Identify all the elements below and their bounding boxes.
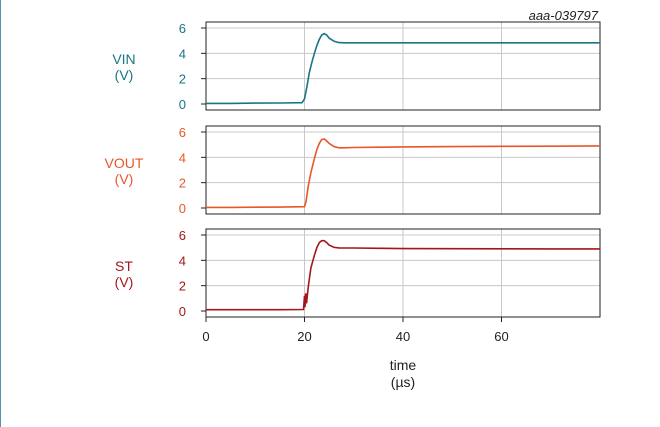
- x-axis-label: time: [390, 357, 417, 373]
- panel-vin-frame: [205, 21, 601, 111]
- x-axis-ticks: 0 20 40 60: [202, 317, 509, 344]
- vin-y-tick-label: 6: [179, 21, 186, 36]
- panel-vout: 0 2 4 6 VOUT (V): [105, 125, 601, 216]
- panel-vout-frame: [205, 125, 601, 215]
- x-tick-label: 60: [494, 329, 508, 344]
- figure-id: aaa-039797: [529, 8, 599, 23]
- panel-vin-grid: [206, 22, 600, 110]
- x-axis-unit: (µs): [391, 374, 415, 390]
- vin-axis-unit: (V): [115, 67, 134, 83]
- st-axis-unit: (V): [115, 274, 134, 290]
- panel-st: 0 2 4 6 ST (V): [115, 228, 601, 319]
- vin-y-tick-label: 2: [179, 72, 186, 87]
- vin-y-tick-label: 0: [179, 97, 186, 112]
- x-tick-label: 20: [297, 329, 311, 344]
- st-axis-label: ST: [115, 258, 133, 274]
- vout-y-tick-label: 0: [179, 201, 186, 216]
- panel-st-y-ticks: 0 2 4 6: [179, 228, 206, 319]
- vout-axis-label: VOUT: [105, 155, 144, 171]
- st-trace: [206, 239, 600, 311]
- st-y-tick-label: 4: [179, 253, 186, 268]
- st-y-tick-label: 0: [179, 304, 186, 319]
- x-tick-label: 0: [202, 329, 209, 344]
- panel-vin-y-ticks: 0 2 4 6: [179, 21, 206, 112]
- st-y-tick-label: 2: [179, 279, 186, 294]
- panel-st-grid: [206, 229, 600, 317]
- vout-y-tick-label: 2: [179, 176, 186, 191]
- vin-y-tick-label: 4: [179, 46, 186, 61]
- x-tick-label: 40: [396, 329, 410, 344]
- vin-trace: [206, 32, 600, 105]
- vout-y-tick-label: 6: [179, 125, 186, 140]
- vin-axis-label: VIN: [112, 51, 135, 67]
- left-frame-rule: [0, 0, 1, 427]
- st-y-tick-label: 6: [179, 228, 186, 243]
- panel-vin: 0 2 4 6 VIN (V): [112, 21, 601, 112]
- panel-vout-y-ticks: 0 2 4 6: [179, 125, 206, 216]
- vout-axis-unit: (V): [115, 171, 134, 187]
- vout-trace: [206, 138, 601, 209]
- vout-y-tick-label: 4: [179, 150, 186, 165]
- panel-vout-grid: [206, 126, 600, 214]
